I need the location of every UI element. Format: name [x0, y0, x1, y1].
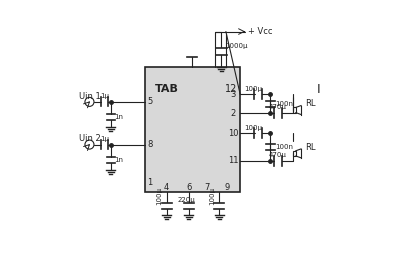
Text: 470µ: 470µ: [269, 104, 287, 110]
Text: 10: 10: [228, 129, 238, 138]
Text: 4: 4: [164, 183, 169, 192]
Text: + Vcc: + Vcc: [248, 27, 272, 36]
Text: 100µ: 100µ: [209, 187, 215, 205]
Text: 1µ: 1µ: [100, 136, 109, 142]
Text: 1n: 1n: [114, 114, 124, 120]
Text: Uin 1: Uin 1: [80, 92, 101, 101]
Text: 1000µ: 1000µ: [225, 43, 248, 49]
Bar: [293, 107, 296, 113]
Text: 2: 2: [230, 109, 235, 118]
Text: 11: 11: [228, 156, 238, 165]
Text: I: I: [316, 83, 320, 96]
Text: 100µ: 100µ: [244, 86, 262, 92]
Text: 9: 9: [225, 183, 230, 192]
Text: RL: RL: [306, 99, 316, 108]
Text: 1µ: 1µ: [100, 93, 109, 99]
Text: Uin 2: Uin 2: [80, 134, 101, 143]
Text: 220µ: 220µ: [177, 197, 195, 203]
Text: 100µ: 100µ: [244, 124, 262, 131]
Text: 100n: 100n: [275, 144, 293, 150]
Text: RL: RL: [306, 142, 316, 152]
Text: 3: 3: [230, 90, 236, 99]
Text: 12: 12: [225, 84, 238, 94]
Text: 470µ: 470µ: [269, 152, 287, 158]
Bar: [145, 67, 240, 192]
Text: 5: 5: [147, 97, 152, 106]
Text: 100µ: 100µ: [157, 187, 163, 205]
Text: 1: 1: [147, 178, 152, 187]
Text: 6: 6: [186, 183, 191, 192]
Text: TAB: TAB: [155, 84, 179, 94]
Text: 100n: 100n: [275, 101, 293, 107]
Text: 7: 7: [204, 183, 210, 192]
Text: 8: 8: [147, 140, 153, 149]
Text: 1n: 1n: [114, 157, 124, 163]
Bar: [293, 151, 296, 156]
